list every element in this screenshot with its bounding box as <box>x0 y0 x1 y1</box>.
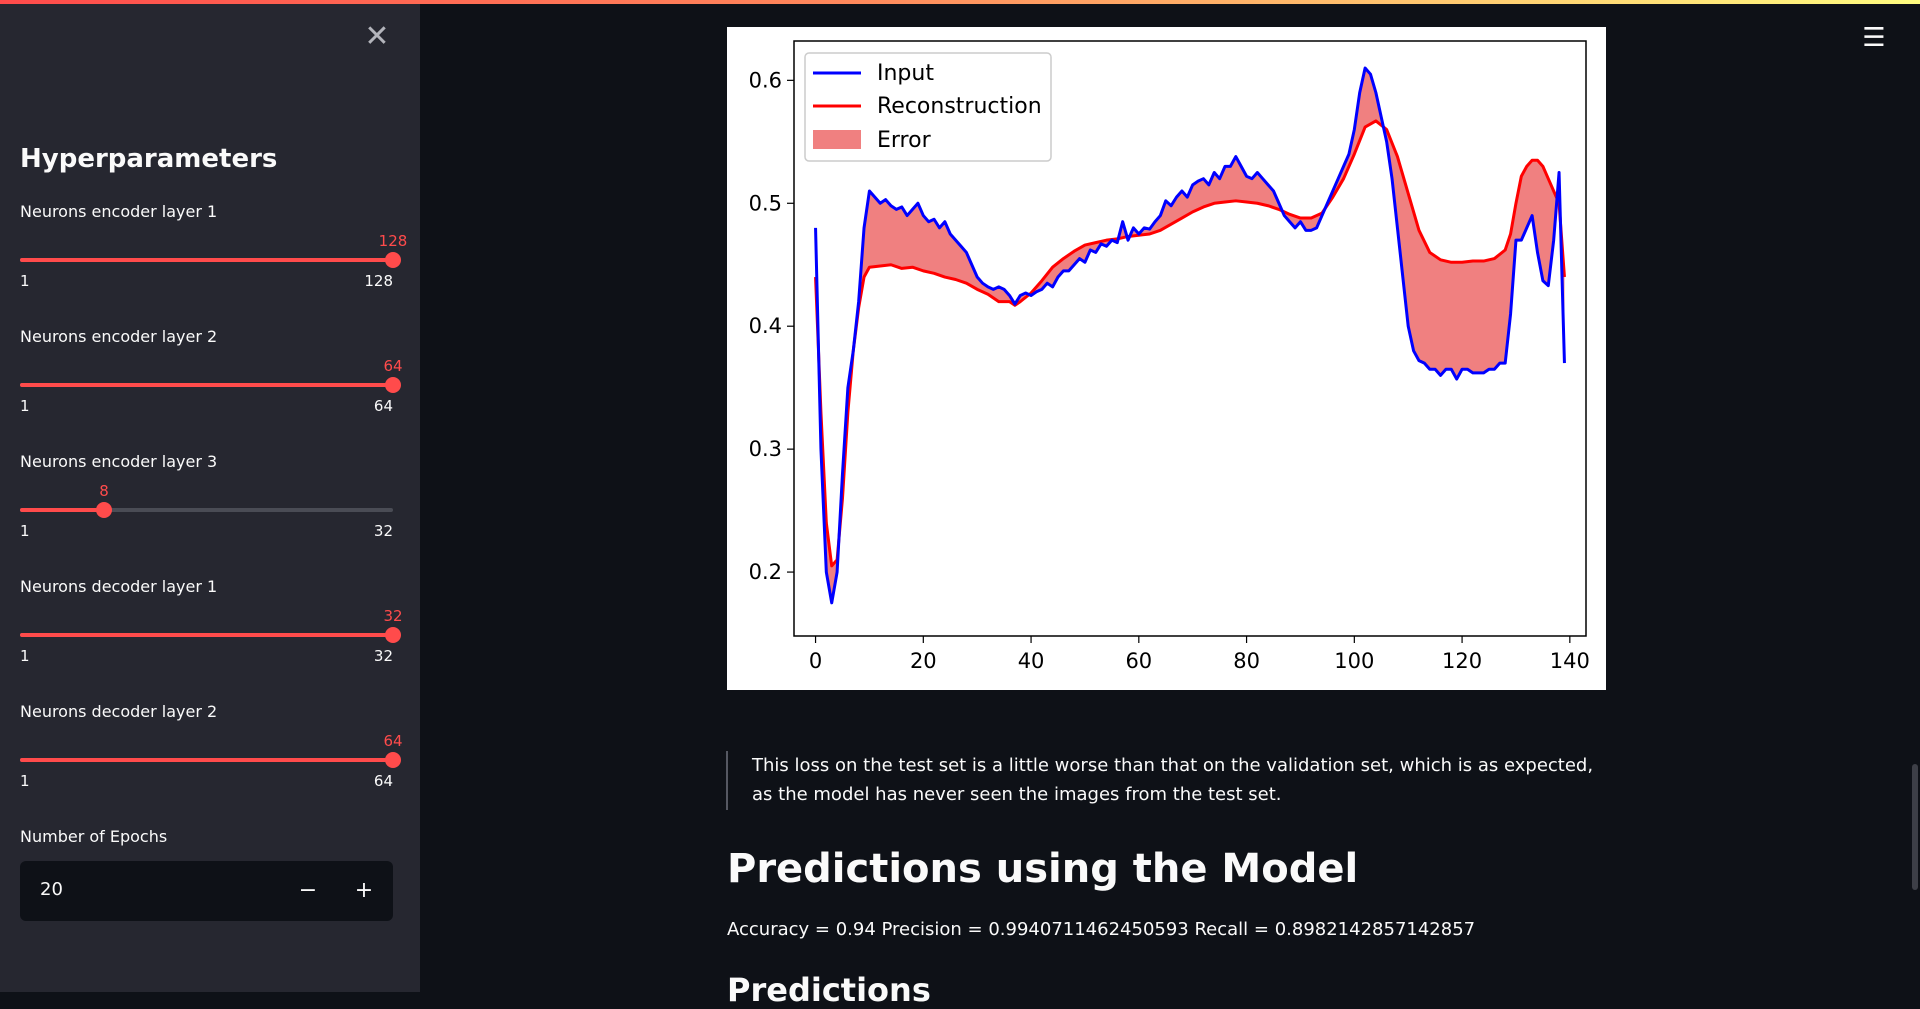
blockquote: This loss on the test set is a little wo… <box>726 751 1612 810</box>
slider-label: Neurons decoder layer 1 <box>20 577 218 596</box>
scrollbar-thumb[interactable] <box>1912 764 1918 890</box>
metrics-text: Accuracy = 0.94 Precision = 0.9940711462… <box>727 919 1476 940</box>
slider-encoder-layer-1: Neurons encoder layer 1 128 1 128 <box>20 202 407 312</box>
main-menu-button[interactable]: ☰ <box>1860 24 1888 52</box>
slider-min: 1 <box>20 522 30 540</box>
increment-button[interactable]: + <box>354 878 374 903</box>
chart-svg: 0 20 40 60 80 100 120 140 0.2 0.3 0.4 0.5 0.6 Input Re… <box>749 40 1590 673</box>
epochs-value[interactable]: 20 <box>40 879 63 900</box>
slider-min: 1 <box>20 647 30 665</box>
reconstruction-chart: 0 20 40 60 80 100 120 140 0.2 0.3 0.4 0.5 0.6 Input Re… <box>727 27 1606 690</box>
y-tick-label: 0.5 <box>749 191 782 215</box>
slider-max: 64 <box>373 397 393 415</box>
x-tick-label: 100 <box>1334 649 1374 673</box>
slider-decoder-layer-2: Neurons decoder layer 2 64 1 64 <box>20 702 403 812</box>
slider-encoder-layer-2: Neurons encoder layer 2 64 1 64 <box>20 327 403 437</box>
error-area <box>815 68 1565 603</box>
quote-text: This loss on the test set is a little wo… <box>752 755 1594 805</box>
legend-label: Error <box>877 128 932 153</box>
x-tick-label: 140 <box>1550 649 1590 673</box>
slider-value: 64 <box>383 732 403 750</box>
slider-thumb[interactable] <box>385 377 401 393</box>
slider-min: 1 <box>20 772 30 790</box>
reconstruction-line <box>814 119 1566 568</box>
x-tick-label: 20 <box>910 649 937 673</box>
hamburger-menu-icon: ☰ <box>1862 23 1886 53</box>
slider-track[interactable] <box>20 752 401 768</box>
top-decoration-bar <box>0 0 1920 4</box>
epochs-label: Number of Epochs <box>20 827 168 846</box>
slider-track[interactable] <box>20 377 401 393</box>
input-line <box>814 66 1566 605</box>
slider-thumb[interactable] <box>385 752 401 768</box>
slider-track[interactable] <box>20 627 401 643</box>
slider-value: 128 <box>378 232 408 250</box>
slider-fill <box>20 383 393 387</box>
slider-max: 32 <box>373 522 393 540</box>
slider-track[interactable] <box>20 252 401 268</box>
legend-box <box>804 52 1052 162</box>
slider-max: 128 <box>364 272 393 290</box>
slider-min: 1 <box>20 397 30 415</box>
decrement-button[interactable]: − <box>298 878 318 903</box>
slider-fill <box>20 758 393 762</box>
predictions-heading: Predictions using the Model <box>727 846 1359 892</box>
x-tick-label: 0 <box>809 649 822 673</box>
x-tick-label: 60 <box>1125 649 1152 673</box>
x-tick-label: 120 <box>1442 649 1482 673</box>
slider-decoder-layer-1: Neurons decoder layer 1 32 1 32 <box>20 577 403 687</box>
slider-max: 32 <box>373 647 393 665</box>
legend-label: Input <box>877 61 934 86</box>
legend-error-swatch <box>813 130 861 149</box>
slider-fill <box>20 508 105 512</box>
slider-value: 8 <box>99 482 109 500</box>
slider-value: 64 <box>383 357 403 375</box>
slider-encoder-layer-3: Neurons encoder layer 3 8 1 32 <box>20 452 393 562</box>
slider-label: Neurons encoder layer 2 <box>20 327 218 346</box>
legend-label: Reconstruction <box>877 94 1042 119</box>
predictions-subheading: Predictions <box>727 971 931 1009</box>
slider-label: Neurons encoder layer 1 <box>20 202 218 221</box>
y-tick-label: 0.2 <box>749 560 782 584</box>
slider-label: Neurons decoder layer 2 <box>20 702 218 721</box>
x-tick-label: 40 <box>1018 649 1045 673</box>
slider-thumb[interactable] <box>385 627 401 643</box>
slider-label: Neurons encoder layer 3 <box>20 452 218 471</box>
slider-thumb[interactable] <box>385 252 401 268</box>
slider-fill <box>20 633 393 637</box>
slider-value: 32 <box>383 607 403 625</box>
y-tick-label: 0.6 <box>749 68 782 92</box>
close-sidebar-button[interactable]: ✕ <box>362 22 392 52</box>
plot-frame <box>793 40 1587 637</box>
slider-thumb[interactable] <box>96 502 113 518</box>
sidebar-title: Hyperparameters <box>20 144 278 174</box>
y-tick-label: 0.3 <box>749 437 782 461</box>
slider-track[interactable] <box>20 502 393 518</box>
sidebar: ✕ Hyperparameters Neurons encoder layer … <box>0 0 420 992</box>
slider-min: 1 <box>20 272 30 290</box>
epochs-number-input[interactable]: 20 − + <box>20 861 393 921</box>
y-tick-label: 0.4 <box>749 314 782 338</box>
close-icon: ✕ <box>364 19 390 54</box>
slider-fill <box>20 258 393 262</box>
slider-max: 64 <box>373 772 393 790</box>
x-tick-label: 80 <box>1233 649 1260 673</box>
